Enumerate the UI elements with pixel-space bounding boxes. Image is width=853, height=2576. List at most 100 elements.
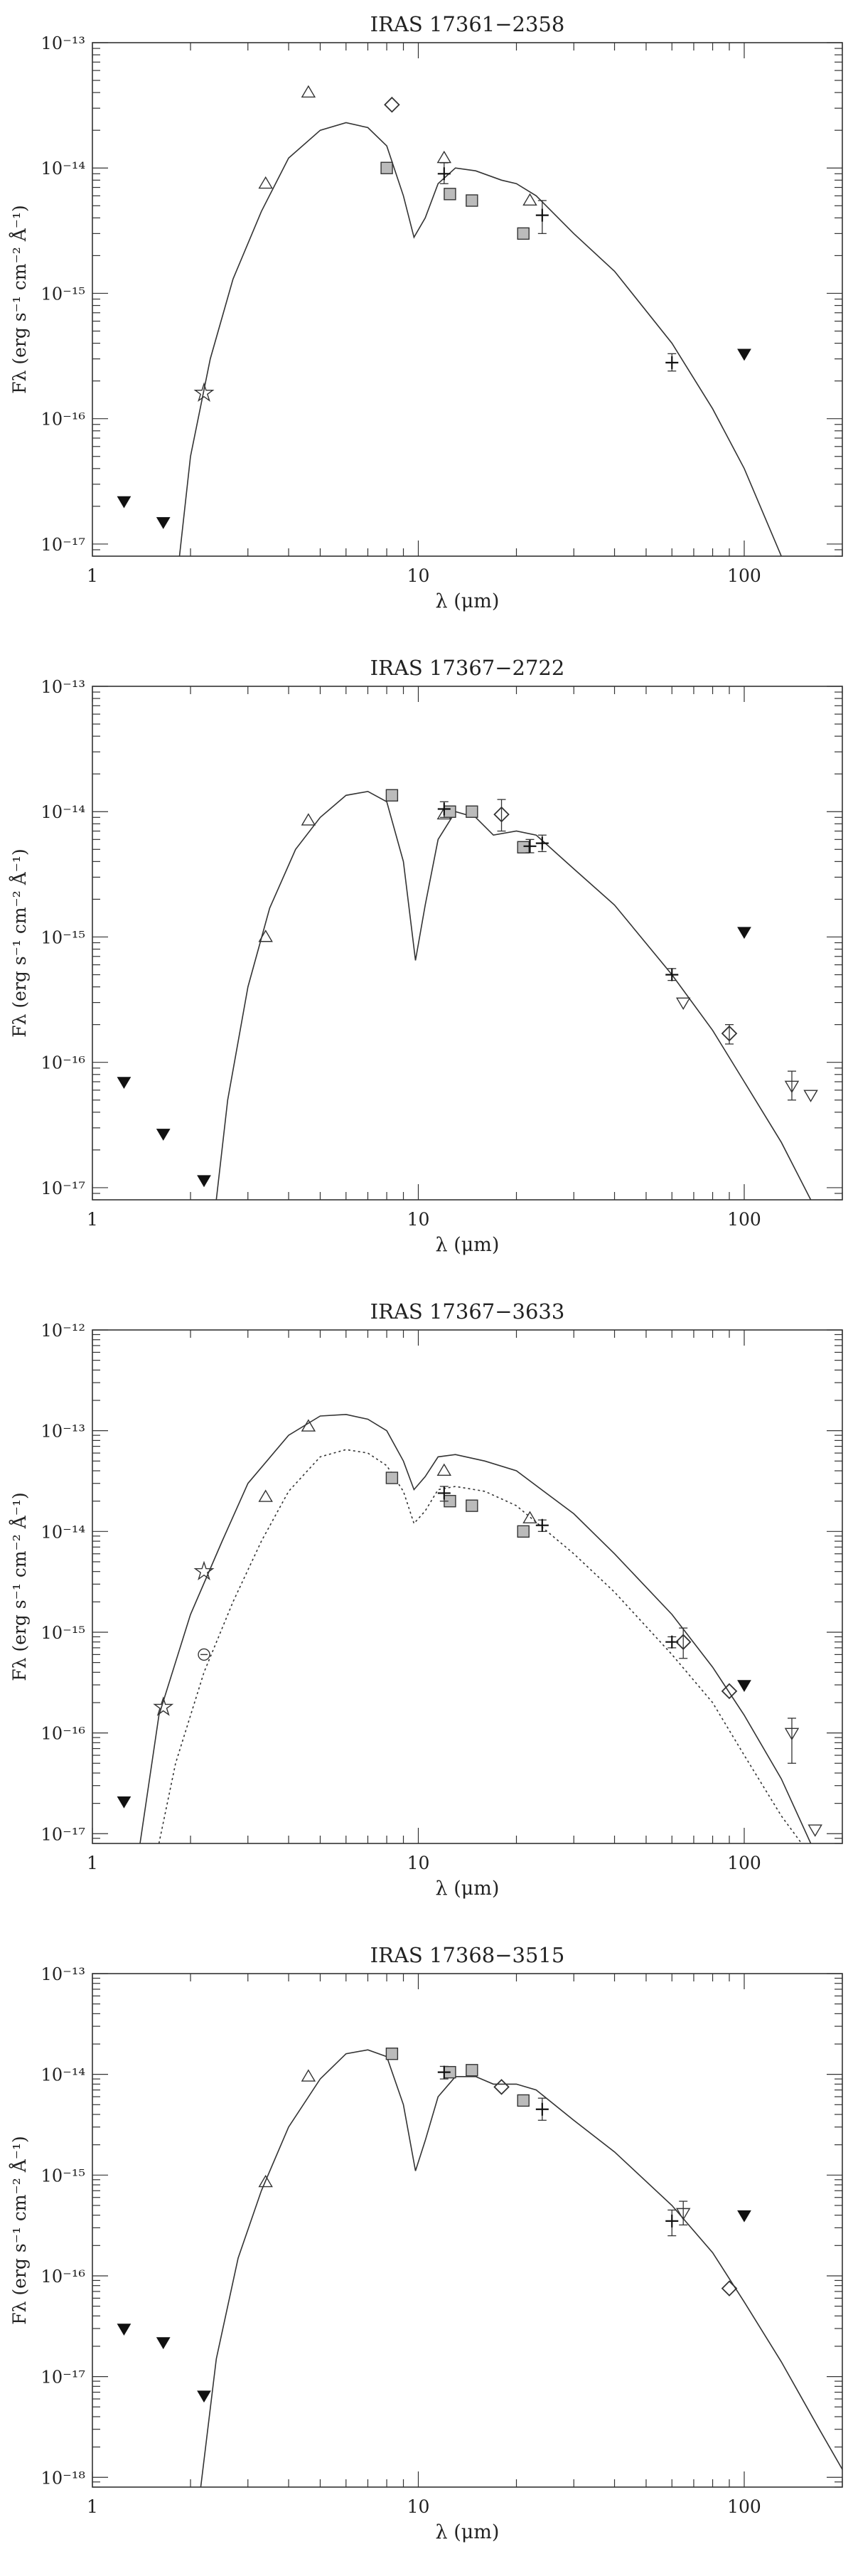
marker-triangle-up: [258, 2174, 273, 2188]
data-layer: [117, 789, 818, 1200]
panel-title: IRAS 17367−3633: [370, 1299, 565, 1324]
y-tick-label: 10⁻¹⁷: [41, 1178, 85, 1198]
marker-upper-limit: [156, 1129, 171, 1141]
marker-triangle-up: [301, 813, 316, 826]
marker-square: [466, 1499, 478, 1512]
marker-plus: [437, 167, 451, 181]
marker-triangle-up: [301, 85, 316, 98]
marker-diamond: [675, 1634, 692, 1650]
x-tick-label: 10: [407, 1853, 430, 1873]
marker-plus: [665, 356, 679, 369]
x-axis-label: λ (μm): [436, 2521, 500, 2543]
marker-square: [385, 1471, 399, 1484]
marker-square: [444, 188, 456, 201]
plot-frame: [92, 1973, 843, 2488]
marker-upper-limit: [737, 2210, 751, 2223]
marker-circle: [198, 1648, 210, 1661]
data-layer: [117, 2048, 842, 2487]
panel-title: IRAS 17368−3515: [370, 1943, 565, 1967]
marker-square: [385, 789, 399, 802]
marker-upper-limit: [117, 1077, 132, 1089]
y-axis-label: Fλ (erg s⁻¹ cm⁻² Å⁻¹): [9, 205, 30, 393]
x-axis-label: λ (μm): [436, 590, 500, 612]
x-tick-label: 100: [727, 1209, 761, 1230]
plot-frame: [92, 1329, 843, 1844]
y-tick-label: 10⁻¹⁴: [41, 2065, 85, 2085]
marker-upper-limit: [156, 2337, 171, 2350]
plot-frame: [92, 42, 843, 557]
marker-upper-limit: [737, 927, 751, 940]
marker-triangle-down: [808, 1824, 822, 1837]
x-tick-label: 100: [727, 565, 761, 586]
marker-upper-limit: [737, 1680, 751, 1693]
marker-diamond: [493, 2079, 510, 2095]
marker-triangle-down: [784, 1728, 800, 1741]
marker-upper-limit: [117, 2324, 132, 2336]
x-tick-label: 10: [407, 565, 430, 586]
marker-upper-limit: [117, 1796, 132, 1809]
y-axis-label: Fλ (erg s⁻¹ cm⁻² Å⁻¹): [9, 848, 30, 1037]
x-tick-label: 1: [87, 2496, 98, 2517]
y-tick-label: 10⁻¹⁴: [41, 802, 85, 822]
y-tick-label: 10⁻¹⁷: [41, 2368, 85, 2388]
marker-triangle-down: [675, 997, 691, 1010]
y-tick-label: 10⁻¹⁴: [41, 159, 85, 179]
x-axis-label: λ (μm): [436, 1234, 500, 1256]
marker-triangle-up: [436, 1463, 452, 1476]
x-axis-label: λ (μm): [436, 1878, 500, 1900]
model-curve-solid: [215, 790, 812, 1200]
x-tick-label: 10: [407, 1209, 430, 1230]
sed-panel-3: IRAS 17367−3633 1 10 100 10⁻¹⁷ 10⁻¹⁶ 10⁻¹⁵ 10⁻¹…: [9, 1299, 843, 1900]
y-tick-label: 10⁻¹⁶: [41, 410, 85, 430]
marker-square: [466, 805, 478, 818]
model-curve-solid: [200, 2049, 842, 2487]
y-tick-label: 10⁻¹⁶: [41, 2267, 85, 2287]
y-tick-label: 10⁻¹⁴: [41, 1522, 85, 1542]
y-tick-label: 10⁻¹³: [41, 33, 85, 53]
x-tick-label: 100: [727, 2496, 761, 2517]
y-tick-label: 10⁻¹⁶: [41, 1053, 85, 1073]
marker-triangle-up: [258, 176, 273, 189]
marker-plus: [437, 802, 451, 816]
y-tick-label: 10⁻¹⁷: [41, 535, 85, 555]
marker-diamond: [384, 96, 400, 113]
marker-plus: [523, 839, 537, 853]
y-axis-label: Fλ (erg s⁻¹ cm⁻² Å⁻¹): [9, 1492, 30, 1681]
marker-triangle-up: [258, 930, 273, 942]
x-tick-label: 100: [727, 1853, 761, 1873]
marker-triangle-down: [803, 1090, 818, 1102]
y-tick-label: 10⁻¹⁵: [41, 284, 85, 304]
marker-diamond: [493, 806, 510, 823]
sed-panel-1: IRAS 17361−2358 1 10 100 10⁻¹⁷ 10⁻¹⁶ 10⁻¹⁵ 10⁻¹…: [9, 12, 843, 612]
marker-triangle-up: [522, 193, 537, 206]
marker-plus: [665, 968, 679, 981]
y-tick-label: 10⁻¹⁸: [41, 2468, 85, 2488]
marker-square: [517, 1525, 530, 1538]
marker-plus: [535, 836, 549, 850]
marker-triangle-down: [675, 2208, 691, 2221]
marker-triangle-up: [301, 2069, 316, 2082]
marker-triangle-up: [522, 1511, 537, 1523]
marker-upper-limit: [737, 348, 751, 361]
model-curve-dotted: [158, 1449, 803, 1843]
marker-square: [380, 161, 393, 174]
marker-plus: [535, 1518, 549, 1532]
x-tick-label: 1: [87, 1209, 98, 1230]
y-tick-label: 10⁻¹⁶: [41, 1724, 85, 1744]
data-layer: [117, 1413, 822, 1843]
marker-triangle-up: [301, 1419, 316, 1432]
marker-square: [517, 841, 530, 853]
marker-diamond: [721, 2280, 738, 2296]
y-tick-label: 10⁻¹³: [41, 1964, 85, 1984]
marker-plus: [437, 2065, 451, 2079]
marker-square: [517, 227, 530, 240]
data-layer: [117, 85, 782, 556]
y-tick-label: 10⁻¹³: [41, 1422, 85, 1442]
y-tick-label: 10⁻¹⁵: [41, 2166, 85, 2186]
plot-frame: [92, 686, 843, 1201]
marker-square: [385, 2048, 399, 2060]
x-tick-label: 1: [87, 1853, 98, 1873]
marker-upper-limit: [197, 2390, 211, 2403]
y-tick-label: 10⁻¹⁵: [41, 1623, 85, 1643]
